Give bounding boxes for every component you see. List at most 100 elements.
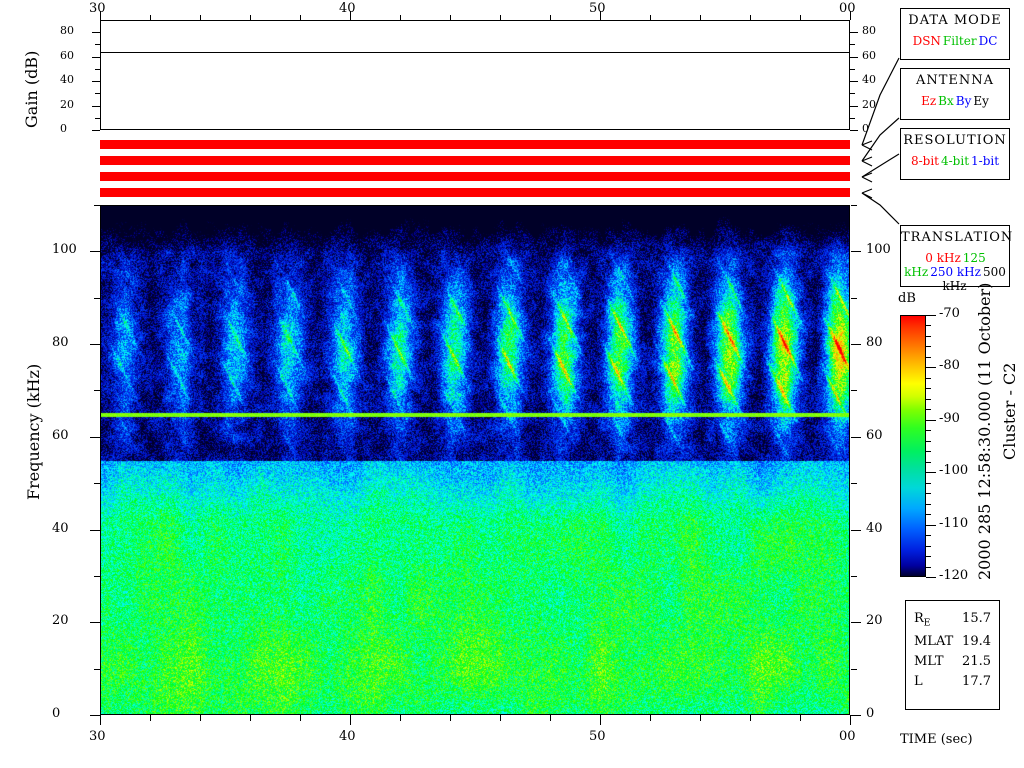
axis-tick xyxy=(94,669,100,670)
gain-y-axis-left: 0 20 40 60 80 xyxy=(0,0,100,200)
axis-tick xyxy=(926,493,931,494)
axis-tick xyxy=(851,576,857,577)
axis-tick xyxy=(550,715,551,721)
legend-option-8-bit: 8-bit xyxy=(910,154,939,168)
axis-tick xyxy=(500,15,501,20)
axis-tick xyxy=(150,715,151,721)
axis-tick xyxy=(800,15,801,20)
axis-tick xyxy=(926,315,936,316)
axis-tick xyxy=(850,32,858,33)
ephemeris-label: MLT xyxy=(914,653,944,669)
colorbar-tick-label: -110 xyxy=(939,516,969,531)
axis-tick xyxy=(92,130,100,131)
colorbar-unit-label: dB xyxy=(898,291,916,306)
resolution-bar xyxy=(100,172,850,181)
top-time-tick-label: 30 xyxy=(89,1,106,16)
axis-tick xyxy=(200,15,201,20)
axis-tick xyxy=(150,15,151,20)
axis-tick xyxy=(926,378,931,379)
axis-tick xyxy=(100,715,101,725)
axis-tick xyxy=(926,409,931,410)
axis-tick xyxy=(300,15,301,20)
legend-resolution-title: RESOLUTION xyxy=(903,133,1007,148)
axis-tick xyxy=(650,15,651,20)
axis-tick xyxy=(850,130,858,131)
frequency-tick-label-left: 0 xyxy=(52,706,61,721)
legend-data-mode-title: DATA MODE xyxy=(908,13,1002,28)
ephemeris-row: MLT 21.5 xyxy=(906,652,999,672)
legend-resolution: RESOLUTION 8-bit 4-bit 1-bit xyxy=(900,128,1010,180)
axis-tick xyxy=(851,437,861,438)
axis-tick xyxy=(400,15,401,20)
axis-tick xyxy=(850,715,851,725)
data-mode-bar xyxy=(100,140,850,149)
ephemeris-value: 19.4 xyxy=(962,633,991,649)
legend-translation: TRANSLATION 0 kHz 125 kHz 250 kHz 500 kHz xyxy=(900,225,1014,293)
axis-tick xyxy=(90,437,100,438)
axis-tick xyxy=(926,357,931,358)
frequency-tick-label-right: 100 xyxy=(866,242,891,257)
frequency-tick-label-left: 40 xyxy=(52,521,69,536)
axis-tick xyxy=(90,344,100,345)
legend-translation-options: 0 kHz 125 kHz 250 kHz 500 kHz xyxy=(901,251,1009,293)
bottom-time-tick-label: 40 xyxy=(339,729,356,744)
legend-option-by: By xyxy=(955,94,972,108)
axis-tick xyxy=(600,715,601,725)
legend-option-ey: Ey xyxy=(973,94,989,108)
axis-tick xyxy=(926,388,931,389)
gain-tick-label-left: 40 xyxy=(60,73,74,86)
axis-tick xyxy=(926,441,931,442)
axis-tick xyxy=(92,32,100,33)
axis-tick xyxy=(94,298,100,299)
axis-tick xyxy=(926,556,931,557)
axis-tick xyxy=(92,81,100,82)
axis-tick xyxy=(95,118,100,119)
axis-tick xyxy=(851,483,857,484)
bottom-time-tick-label: 30 xyxy=(89,729,106,744)
axis-tick xyxy=(750,715,751,721)
axis-tick xyxy=(500,715,501,721)
legend-option-125-khz: 125 kHz xyxy=(904,251,986,279)
axis-tick xyxy=(700,15,701,20)
axis-tick xyxy=(926,462,931,463)
translation-bar xyxy=(100,188,850,197)
axis-tick xyxy=(926,546,931,547)
frequency-tick-label-right: 60 xyxy=(866,428,883,443)
spectrogram-canvas xyxy=(101,206,849,714)
top-time-tick-label: 40 xyxy=(339,1,356,16)
axis-tick xyxy=(300,715,301,721)
ephemeris-row: MLAT 19.4 xyxy=(906,632,999,652)
axis-tick xyxy=(851,390,857,391)
legend-option-dc: DC xyxy=(978,34,998,48)
legend-translation-title: TRANSLATION xyxy=(901,230,1014,245)
axis-tick xyxy=(926,567,931,568)
axis-tick xyxy=(850,69,855,70)
axis-tick xyxy=(926,535,931,536)
axis-tick xyxy=(926,325,931,326)
axis-tick xyxy=(850,44,855,45)
axis-tick xyxy=(250,715,251,721)
legend-option-bx: Bx xyxy=(938,94,954,108)
gain-tick-label-left: 20 xyxy=(60,98,74,111)
legend-antenna-options: Ez Bx By Ey xyxy=(901,94,1009,108)
ephemeris-box: RE 15.7 MLAT 19.4 MLT 21.5 L 17.7 xyxy=(905,600,1000,710)
frequency-tick-label-left: 60 xyxy=(52,428,69,443)
spectrogram-plot xyxy=(100,205,850,715)
legend-data-mode-options: DSN Filter DC xyxy=(901,34,1009,48)
axis-tick xyxy=(926,483,931,484)
colorbar-tick-label: -90 xyxy=(939,411,960,426)
top-time-tick-label: 00 xyxy=(839,1,856,16)
ephemeris-label: MLAT xyxy=(914,633,954,649)
legend-antenna: ANTENNA Ez Bx By Ey xyxy=(900,68,1010,120)
axis-tick xyxy=(550,15,551,20)
axis-tick xyxy=(94,390,100,391)
axis-tick xyxy=(851,344,861,345)
axis-tick xyxy=(92,57,100,58)
axis-tick xyxy=(250,15,251,20)
antenna-bar xyxy=(100,156,850,165)
ephemeris-label: RE xyxy=(914,611,931,629)
axis-tick xyxy=(926,525,936,526)
axis-tick xyxy=(90,622,100,623)
